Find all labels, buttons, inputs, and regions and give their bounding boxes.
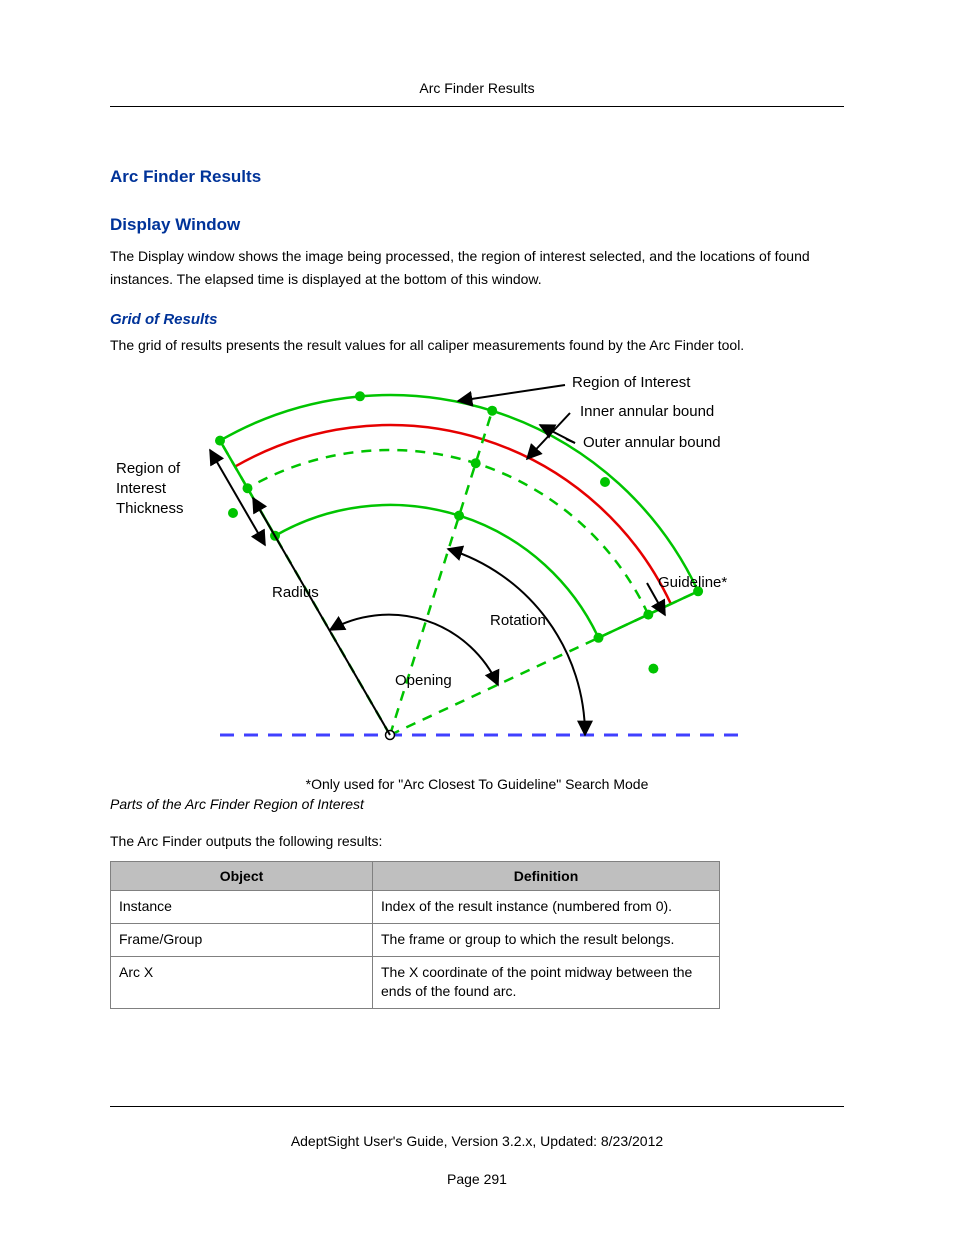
cell-definition: The frame or group to which the result b… [373, 923, 720, 956]
footer-guide: AdeptSight User's Guide, Version 3.2.x, … [0, 1133, 954, 1149]
table-row: Arc X The X coordinate of the point midw… [111, 956, 720, 1008]
subsubsection-grid: Grid of Results [110, 311, 844, 328]
label-guideline: Guideline* [658, 574, 727, 591]
table-row: Frame/Group The frame or group to which … [111, 923, 720, 956]
cell-object: Instance [111, 891, 373, 924]
label-opening: Opening [395, 672, 452, 689]
cell-object: Arc X [111, 956, 373, 1008]
label-rotation: Rotation [490, 612, 546, 629]
label-radius: Radius [272, 584, 319, 601]
arc-diagram: Region of Interest Inner annular bound O… [110, 365, 844, 770]
diagram-caption: Parts of the Arc Finder Region of Intere… [110, 796, 844, 812]
label-roi: Region of Interest [572, 374, 691, 391]
diagram-footnote: *Only used for "Arc Closest To Guideline… [110, 776, 844, 792]
page: Arc Finder Results Arc Finder Results Di… [0, 0, 954, 1235]
col-object: Object [111, 862, 373, 891]
arc-diagram-svg: Region of Interest Inner annular bound O… [110, 365, 810, 765]
label-outer: Outer annular bound [583, 434, 721, 451]
running-head: Arc Finder Results [110, 80, 844, 96]
table-row: Instance Index of the result instance (n… [111, 891, 720, 924]
col-definition: Definition [373, 862, 720, 891]
cell-definition: Index of the result instance (numbered f… [373, 891, 720, 924]
label-inner: Inner annular bound [580, 403, 714, 420]
display-window-text: The Display window shows the image being… [110, 245, 844, 291]
top-rule [110, 106, 844, 107]
cell-definition: The X coordinate of the point midway bet… [373, 956, 720, 1008]
label-roi-thick-3: Thickness [116, 500, 184, 517]
footer-page: Page 291 [0, 1171, 954, 1187]
section-title: Arc Finder Results [110, 167, 844, 187]
cell-object: Frame/Group [111, 923, 373, 956]
label-roi-thick-2: Interest [116, 480, 167, 497]
label-roi-thick-1: Region of [116, 460, 181, 477]
grid-intro-text: The grid of results presents the result … [110, 334, 844, 357]
subsection-display-window: Display Window [110, 215, 844, 235]
bottom-rule [110, 1106, 844, 1107]
outputs-intro: The Arc Finder outputs the following res… [110, 830, 844, 853]
results-table: Object Definition Instance Index of the … [110, 861, 720, 1008]
